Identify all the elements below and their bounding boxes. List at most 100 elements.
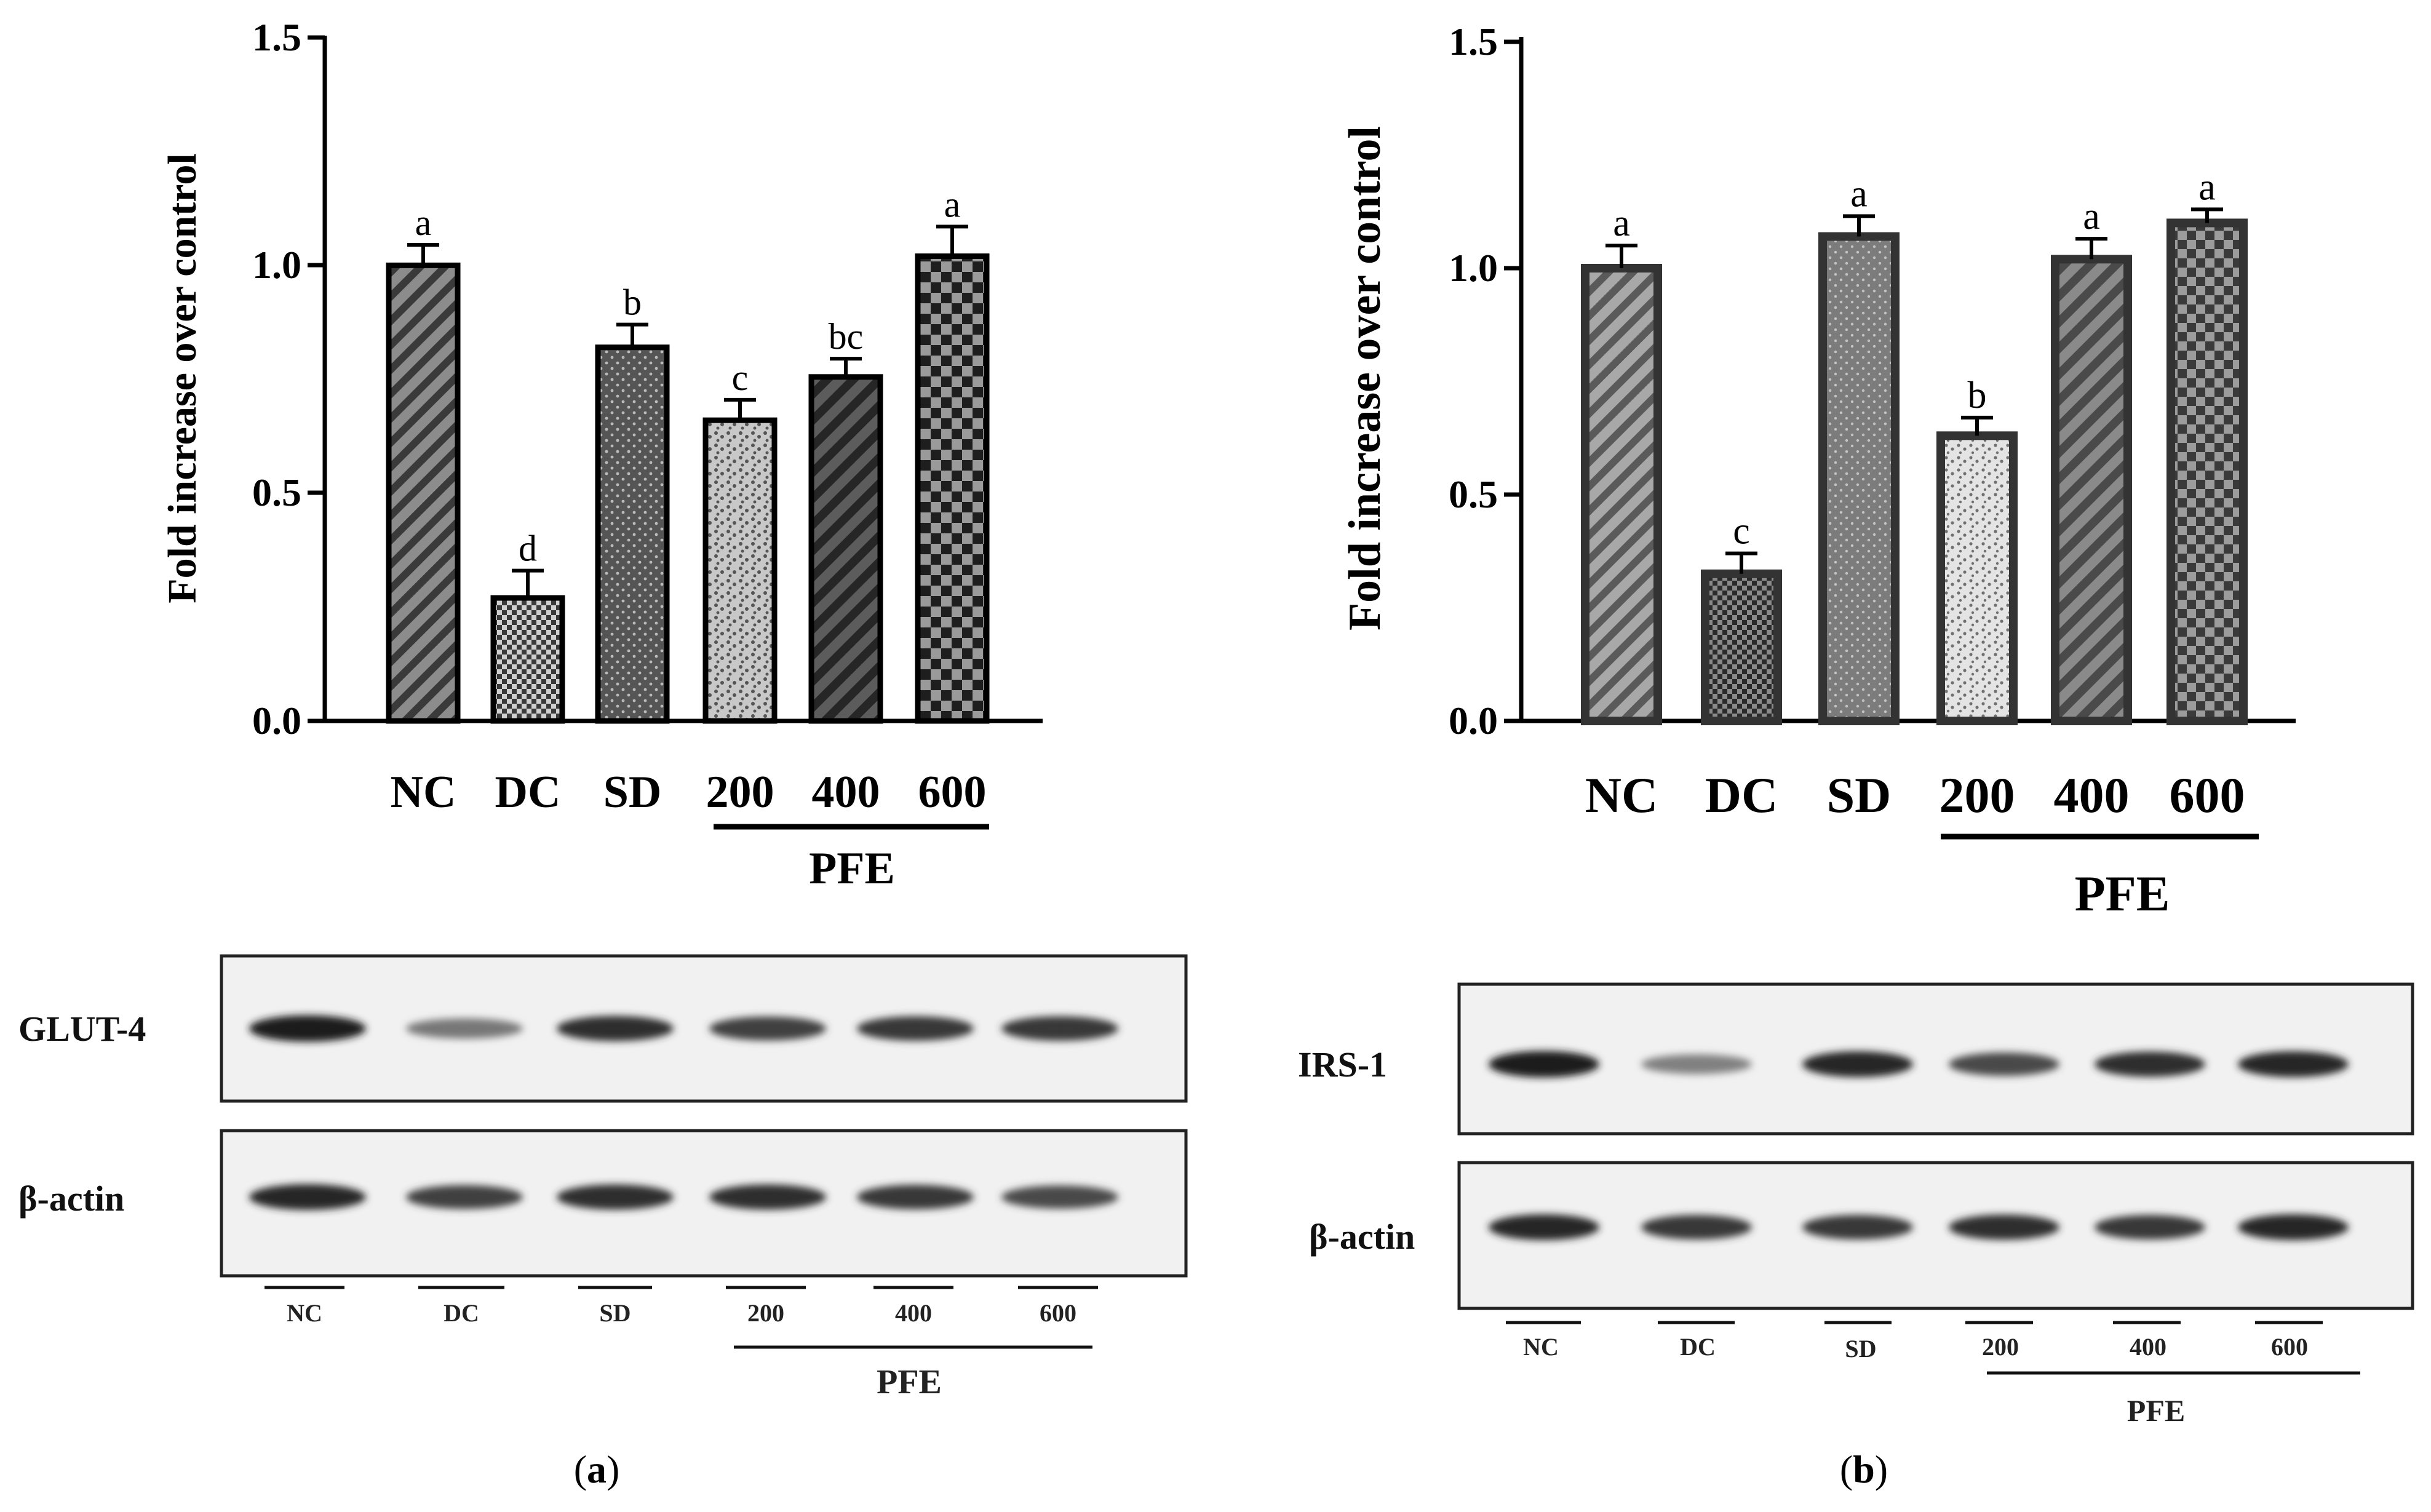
chart-a-significance-letter: b — [623, 282, 642, 323]
chart-b-significance-letter: a — [1613, 202, 1630, 244]
blot-a-lane-label: SD — [599, 1299, 631, 1327]
chart-a-bar-600 — [915, 253, 990, 724]
blot-a-band — [1001, 1016, 1118, 1041]
blot-b-band — [2238, 1214, 2349, 1240]
chart-b-bars: a c a b a a — [1581, 166, 2248, 726]
chart-a-xtick-label: 600 — [918, 767, 987, 818]
blot-a-band — [557, 1016, 674, 1041]
chart-b-xtick-label: 200 — [1940, 767, 2015, 823]
chart-a-significance-letter: d — [519, 528, 537, 569]
blot-b-lane-label: 200 — [1982, 1333, 2019, 1361]
blot-a-bands — [249, 1015, 1118, 1210]
blot-b-band — [1802, 1051, 1913, 1077]
chart-a-x-labels: NC DC SD 200 400 600 PFE — [391, 767, 989, 894]
blot-b-lane-label: SD — [1845, 1335, 1876, 1363]
blot-a-lane-label: 200 — [747, 1299, 784, 1327]
blot-a-lane-label: 400 — [895, 1299, 932, 1327]
chart-a-significance-letter: c — [732, 357, 749, 398]
chart-b-y-axis-label: Fold increase over control — [1340, 126, 1390, 631]
chart-a-bar-nc — [386, 262, 461, 724]
chart-b-significance-letter: a — [1850, 173, 1868, 215]
chart-a-y-axis-label: Fold increase over control — [160, 153, 205, 603]
blot-a-band — [857, 1185, 974, 1209]
blot-b-band — [2095, 1215, 2205, 1239]
panel-label-letter: b — [1853, 1447, 1875, 1491]
chart-a-ytick-label: 1.5 — [252, 15, 301, 59]
blot-a-band — [857, 1016, 974, 1041]
panel-label-b: (b) — [1840, 1447, 1888, 1491]
blot-b-bands — [1489, 1051, 2349, 1240]
panel-label-close: ) — [607, 1447, 619, 1491]
blot-a-lane-labels: NC DC SD 200 400 600 PFE — [265, 1286, 1098, 1401]
blot-b-lane-label: 600 — [2271, 1333, 2308, 1361]
blot-b-band — [1641, 1054, 1752, 1074]
chart-a-xtick-label: 400 — [812, 767, 880, 818]
blot-a-band — [249, 1015, 366, 1042]
blot-b-group-label: PFE — [2127, 1393, 2185, 1428]
chart-b-significance-letter: a — [2083, 196, 2100, 237]
chart-a-ytick-label: 0.5 — [252, 471, 301, 514]
chart-b-bar-sd — [1818, 232, 1900, 726]
blot-a-group-label: PFE — [877, 1363, 942, 1401]
chart-a-bar-sd — [595, 344, 670, 724]
blot-a-band — [557, 1184, 674, 1210]
blot-b-lane-labels: NC DC SD 200 400 600 PFE — [1506, 1321, 2360, 1428]
chart-a-bar-400 — [808, 374, 883, 724]
chart-a-bar-dc — [490, 595, 565, 724]
chart-a-significance-letter: bc — [829, 316, 864, 357]
chart-b-bar-400 — [2051, 255, 2132, 725]
chart-a-ytick-label: 0.0 — [252, 699, 301, 742]
chart-b-xtick-label: NC — [1585, 767, 1658, 823]
blot-b-band — [1641, 1215, 1752, 1239]
chart-b-xtick-label: 600 — [2170, 767, 2245, 823]
chart-b-x-labels: NC DC SD 200 400 600 PFE — [1585, 767, 2259, 921]
blot-a-lane-label: NC — [287, 1299, 322, 1327]
blot-a-band — [1001, 1185, 1118, 1209]
panel-label-a: (a) — [574, 1447, 620, 1491]
blot-b-lane-label: NC — [1523, 1333, 1559, 1361]
chart-a: 0.0 0.5 1.0 1.5 Fold increase over contr… — [160, 15, 1043, 894]
chart-b-significance-letter: b — [1968, 375, 1987, 416]
blot-a-lane-label: DC — [444, 1299, 479, 1327]
chart-a-xtick-label: SD — [603, 767, 662, 818]
chart-b-ytick-label: 0.5 — [1449, 472, 1498, 516]
blot-a-band — [709, 1016, 826, 1041]
panel-label-open: ( — [574, 1447, 587, 1491]
chart-b-significance-letter: a — [2198, 166, 2216, 208]
chart-a-bar-200 — [702, 417, 778, 724]
chart-b-xtick-label: SD — [1827, 767, 1892, 823]
panel-label-close: ) — [1875, 1447, 1888, 1491]
blot-a-band — [709, 1184, 826, 1210]
chart-b-ytick-label: 1.5 — [1449, 20, 1498, 63]
chart-a-xtick-label: DC — [495, 767, 561, 818]
blot-b-row-label: β-actin — [1309, 1217, 1415, 1257]
blot-a-row-label: β-actin — [18, 1179, 124, 1219]
panel-label-open: ( — [1840, 1447, 1853, 1491]
blot-a-band — [249, 1184, 366, 1210]
chart-b-ytick-label: 0.0 — [1449, 699, 1498, 742]
blot-b-band — [1489, 1214, 1599, 1240]
blot-b-band — [1489, 1051, 1599, 1078]
panel-label-letter: a — [587, 1447, 607, 1491]
chart-a-significance-letter: a — [415, 202, 432, 243]
blot-b-band — [1949, 1214, 2059, 1240]
chart-a-xtick-label: NC — [391, 767, 456, 818]
blot-a-row-label: GLUT-4 — [18, 1009, 146, 1049]
chart-b-significance-letter: c — [1733, 511, 1750, 552]
blot-a: GLUT-4 β-actin NC DC SD 200 400 600 PFE — [18, 954, 1188, 1401]
blot-b-lane-label: DC — [1680, 1333, 1716, 1361]
chart-b: 0.0 0.5 1.0 1.5 Fold increase over contr… — [1340, 20, 2296, 921]
chart-b-xtick-label: DC — [1705, 767, 1778, 823]
chart-a-group-label: PFE — [809, 843, 895, 894]
chart-a-significance-letter: a — [944, 184, 961, 225]
blot-a-band — [406, 1018, 523, 1039]
blot-b-row-label: IRS-1 — [1298, 1044, 1387, 1084]
blot-b-band — [1802, 1215, 1913, 1239]
blot-a-lane-label: 600 — [1040, 1299, 1076, 1327]
chart-b-axes: 0.0 0.5 1.0 1.5 Fold increase over contr… — [1340, 20, 2296, 742]
chart-b-bar-600 — [2166, 218, 2248, 725]
blot-b-lane-label: 400 — [2130, 1333, 2166, 1361]
blot-a-band — [406, 1185, 523, 1209]
